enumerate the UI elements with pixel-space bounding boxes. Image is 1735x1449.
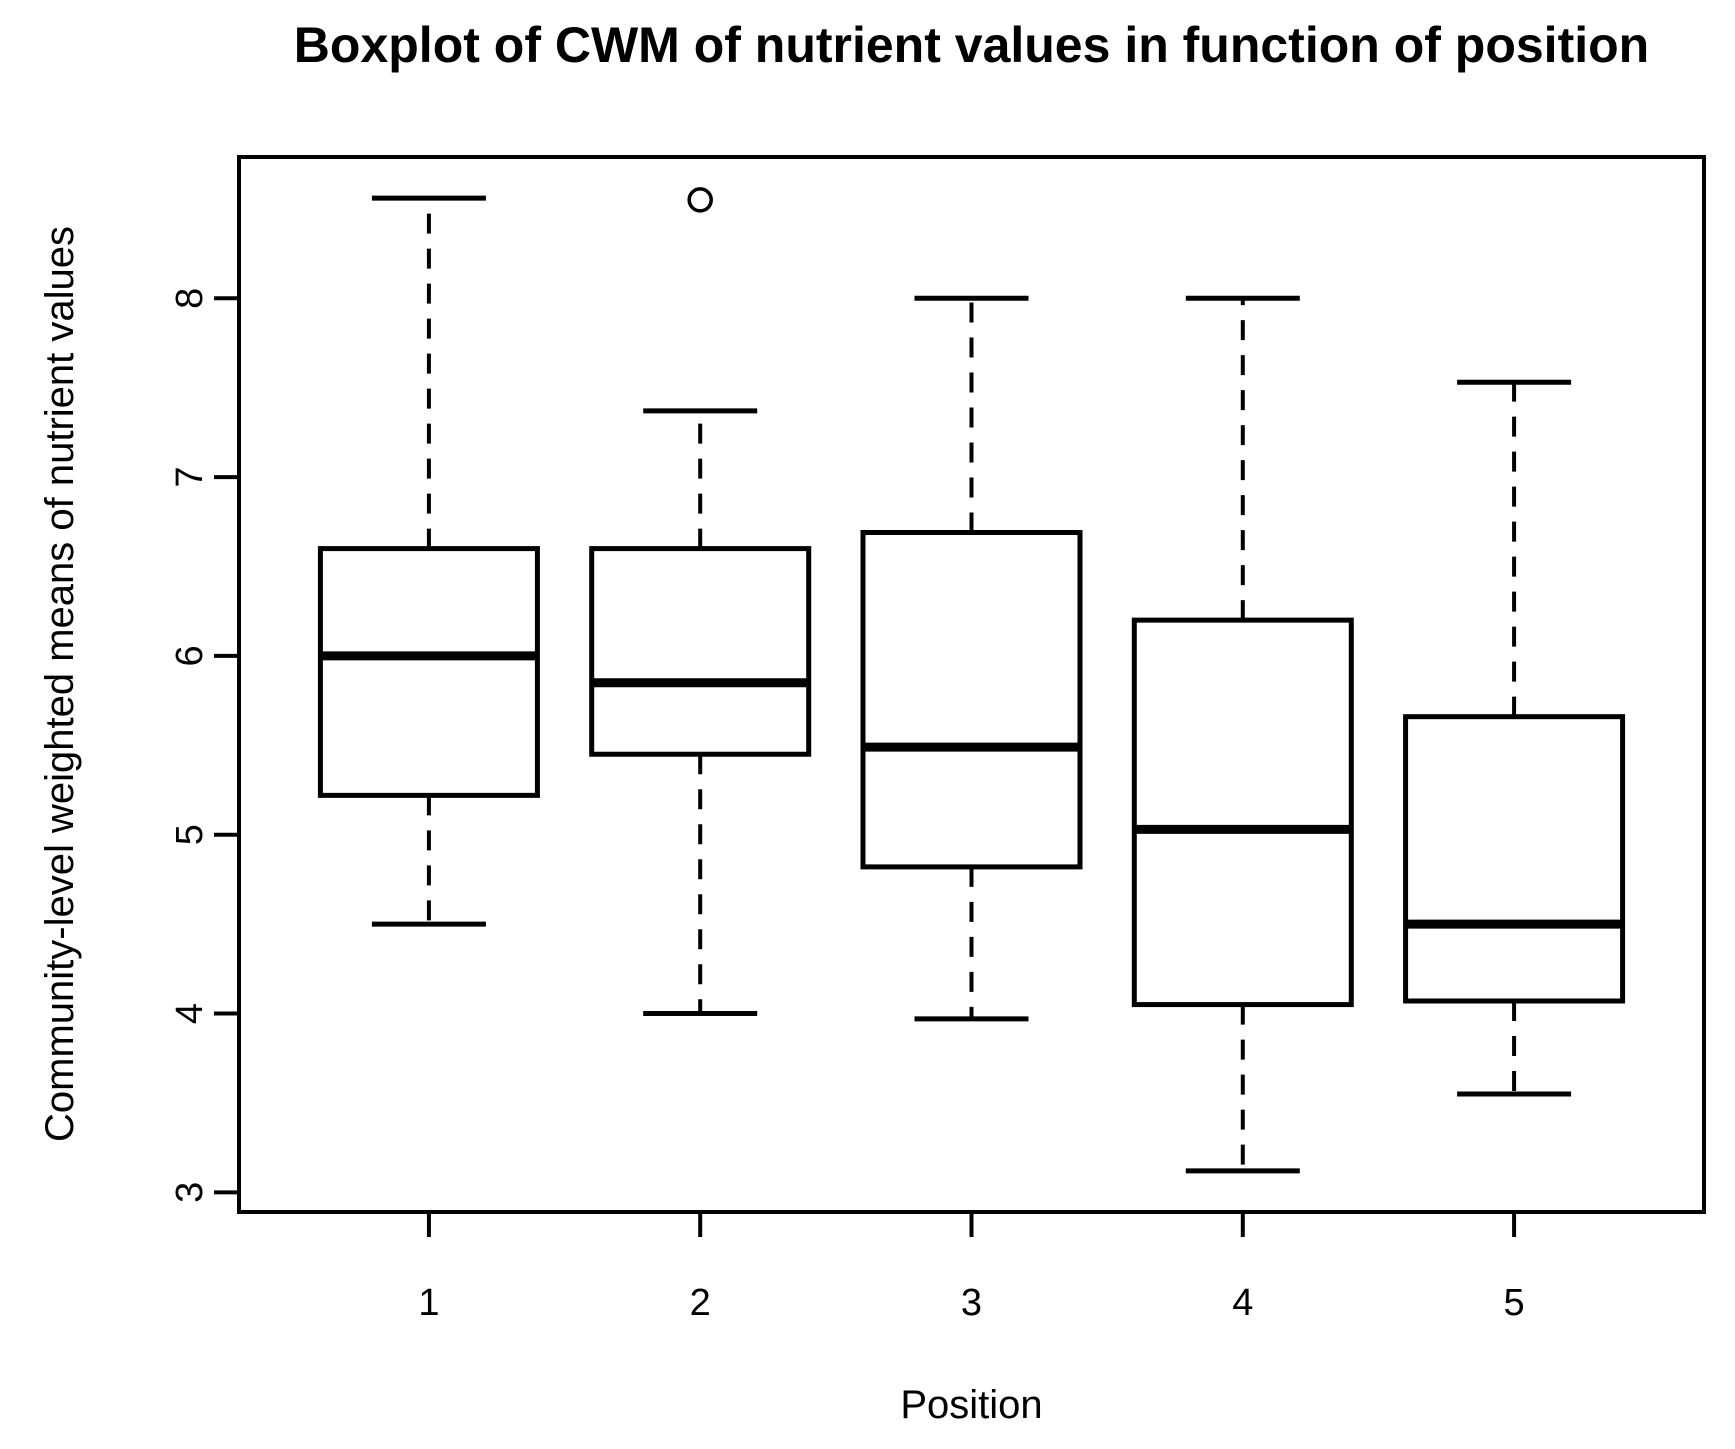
y-tick-label: 6 [169,645,211,666]
iqr-box [860,530,1083,870]
boxplot-group-2 [589,187,812,1017]
y-tick-label: 3 [169,1182,211,1203]
x-tick-label: 1 [418,1282,439,1324]
y-tick-label: 5 [169,824,211,845]
y-tick-label: 8 [169,288,211,309]
y-tick-label: 7 [169,467,211,488]
boxplot-group-4 [1131,295,1354,1174]
iqr-box [1131,617,1354,1008]
iqr-box [589,546,812,757]
x-tick-label: 4 [1232,1282,1253,1324]
boxplot-group-3 [860,295,1083,1022]
x-tick-label: 2 [690,1282,711,1324]
outlier-point [687,187,713,213]
boxplot-group-5 [1403,379,1626,1097]
iqr-box [1403,714,1626,1004]
iqr-box [317,546,540,798]
x-axis-title: Position [900,1383,1043,1427]
chart-title: Boxplot of CWM of nutrient values in fun… [293,17,1650,73]
x-tick-label: 5 [1504,1282,1525,1324]
boxplot-group-1 [317,195,540,927]
y-tick-label: 4 [169,1003,211,1024]
x-tick-label: 3 [961,1282,982,1324]
